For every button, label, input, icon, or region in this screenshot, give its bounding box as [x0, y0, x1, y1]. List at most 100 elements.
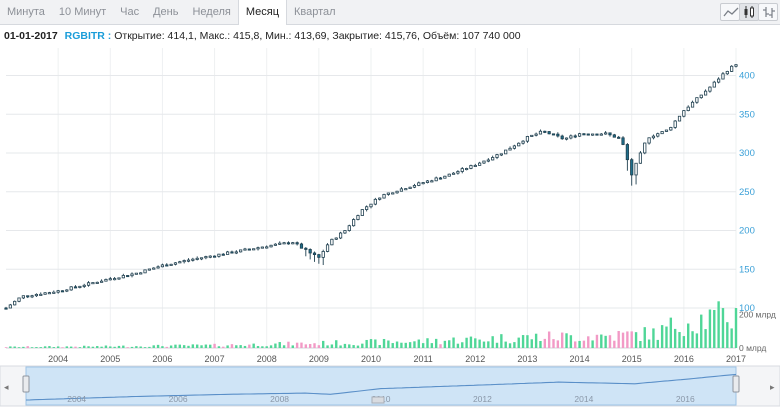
- volume-bar: [491, 336, 494, 348]
- volume-bar: [660, 325, 664, 348]
- navigator-right-handle[interactable]: [732, 375, 740, 393]
- volume-bar: [513, 342, 516, 348]
- candle-body: [299, 243, 304, 249]
- volume-bar: [404, 342, 407, 348]
- volume-bar: [521, 335, 525, 348]
- volume-bar: [369, 339, 373, 348]
- volume-bar: [248, 344, 251, 348]
- volume-bar: [395, 341, 399, 348]
- volume-bar: [695, 333, 699, 348]
- volume-bar: [534, 333, 538, 348]
- candle-body: [291, 242, 295, 245]
- price-chart[interactable]: 100 150 200 250 300 350 400 200 млрд 0 млрд 2004 2…: [0, 44, 780, 409]
- candle-body: [256, 247, 260, 250]
- volume-bar: [443, 340, 447, 348]
- volume-bar: [560, 332, 564, 348]
- volume-bar: [678, 332, 681, 348]
- volume-bar: [222, 346, 225, 348]
- candle-body: [8, 304, 12, 309]
- navigator-left-handle[interactable]: [22, 375, 30, 393]
- navigator-left-arrow-icon[interactable]: ◂: [4, 382, 9, 392]
- candle-body: [451, 172, 456, 175]
- candle-body: [547, 131, 551, 135]
- candle-body: [304, 247, 308, 250]
- x-axis-label: 2007: [205, 354, 225, 364]
- volume-bar: [604, 335, 607, 348]
- volume-bar: [83, 345, 86, 348]
- timeframe-tabs: Минута 10 Минут Час День Неделя Месяц Квартал: [0, 0, 343, 25]
- volume-bar: [456, 343, 460, 348]
- candle-body: [595, 133, 599, 136]
- navigator-right-arrow-icon[interactable]: ▸: [770, 382, 775, 392]
- candle-body: [469, 165, 473, 169]
- legend-close-value: 415,76: [384, 30, 418, 42]
- volume-bar: [56, 346, 60, 348]
- candle-body: [643, 142, 647, 154]
- tab-4[interactable]: Неделя: [192, 6, 231, 18]
- volume-bar: [700, 314, 703, 348]
- candle-body: [482, 160, 486, 164]
- volume-bar: [574, 341, 577, 348]
- volume-bar: [608, 335, 612, 348]
- volume-bar: [665, 326, 668, 348]
- candle-body: [113, 278, 117, 281]
- line-chart-button[interactable]: [720, 3, 740, 21]
- volume-bar: [243, 345, 247, 348]
- candle-body: [521, 140, 525, 144]
- candle-body: [412, 185, 417, 188]
- navigator-scroll-thumb[interactable]: [371, 396, 385, 404]
- x-axis-label: 2009: [309, 354, 329, 364]
- candle-body: [360, 209, 364, 216]
- candle-body: [717, 78, 721, 83]
- candle-body: [321, 251, 325, 258]
- volume-bar: [708, 309, 712, 348]
- candle-body: [156, 266, 160, 269]
- volume-bar: [278, 342, 281, 348]
- volume-bar: [322, 340, 325, 348]
- volume-bar: [730, 328, 733, 348]
- ohlc-chart-button[interactable]: [758, 3, 778, 21]
- candle-body: [438, 177, 443, 180]
- candle-body: [721, 73, 725, 80]
- volume-bar: [200, 345, 203, 348]
- candle-body: [252, 248, 256, 251]
- tab-5[interactable]: Месяц: [237, 0, 288, 25]
- volume-bar: [39, 347, 42, 348]
- volume-bar: [330, 344, 334, 348]
- x-axis-label: 2012: [465, 354, 485, 364]
- candle-body: [656, 133, 660, 137]
- tab-2[interactable]: Час: [120, 6, 140, 18]
- x-axis-label: 2016: [674, 354, 694, 364]
- tab-1[interactable]: 10 Минут: [58, 6, 107, 18]
- volume-bar: [704, 329, 707, 348]
- candle-body: [173, 262, 178, 265]
- candle-chart-button[interactable]: [739, 3, 759, 21]
- volume-bar: [291, 345, 294, 348]
- volume-bar: [213, 343, 216, 348]
- volume-bar: [474, 338, 477, 348]
- candle-body: [69, 286, 73, 291]
- candle-body: [651, 135, 656, 139]
- legend-ticker[interactable]: RGBITR :: [64, 30, 112, 42]
- price-axis-label: 400: [739, 71, 755, 82]
- volume-bar: [530, 339, 533, 348]
- candle-body: [217, 253, 221, 257]
- tab-6[interactable]: Квартал: [294, 6, 336, 18]
- candle-body: [191, 258, 195, 261]
- candle-body: [152, 267, 156, 270]
- candle-body: [569, 135, 573, 139]
- volume-bar: [152, 345, 155, 348]
- volume-bar: [387, 340, 390, 348]
- candle-body: [182, 260, 186, 263]
- tab-3[interactable]: День: [153, 6, 179, 18]
- volume-bar: [191, 344, 195, 348]
- candle-body: [664, 129, 669, 132]
- volume-bar: [595, 334, 599, 348]
- volume-bar: [721, 308, 725, 348]
- volume-bar: [617, 331, 620, 348]
- volume-bar: [621, 332, 625, 348]
- volume-bar: [734, 307, 738, 348]
- tab-0[interactable]: Минута: [7, 6, 45, 18]
- volume-bar: [417, 339, 420, 348]
- volume-bar: [104, 345, 108, 348]
